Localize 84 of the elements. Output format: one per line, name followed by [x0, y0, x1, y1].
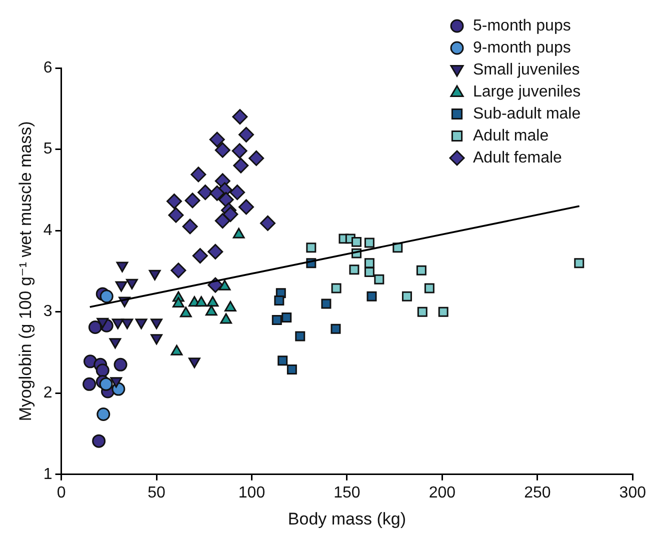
point	[274, 295, 284, 306]
point	[321, 298, 332, 309]
legend-label: Large juveniles	[473, 83, 581, 100]
point	[238, 126, 254, 142]
y-tick-label: 5	[43, 140, 52, 158]
point	[198, 184, 214, 200]
point	[168, 207, 184, 223]
point	[424, 283, 434, 294]
point	[170, 344, 183, 356]
legend-label: 5-month pups	[473, 17, 571, 34]
y-tick-label: 4	[43, 222, 52, 239]
point	[209, 185, 225, 201]
x-tick-label: 0	[56, 484, 66, 502]
y-tick-label: 2	[43, 384, 52, 402]
point	[218, 280, 231, 290]
legend-label: Adult male	[473, 127, 549, 144]
x-tick-label: 200	[428, 484, 456, 502]
point	[192, 248, 208, 264]
point	[166, 194, 182, 210]
point	[364, 238, 374, 248]
point	[402, 291, 412, 302]
point	[170, 262, 186, 278]
y-tick-label: 1	[43, 466, 52, 483]
point	[352, 236, 362, 247]
legend-label: Small juveniles	[473, 61, 580, 78]
point	[260, 215, 276, 231]
point	[184, 192, 200, 208]
point	[100, 290, 114, 304]
point	[220, 313, 232, 324]
point	[182, 218, 198, 234]
point	[214, 213, 230, 229]
point	[195, 296, 208, 307]
point	[92, 434, 106, 448]
point	[438, 306, 448, 317]
point	[209, 132, 225, 148]
point	[306, 242, 316, 253]
point	[230, 184, 246, 200]
point	[233, 158, 249, 174]
point	[208, 244, 224, 260]
point	[286, 364, 297, 375]
point	[96, 408, 110, 422]
legend-label: Sub-adult male	[473, 105, 581, 122]
point	[330, 324, 341, 334]
point	[222, 206, 238, 222]
point	[218, 192, 234, 208]
point	[417, 306, 428, 317]
point	[99, 377, 113, 391]
point	[96, 364, 110, 378]
point	[416, 265, 426, 276]
point	[374, 274, 384, 284]
legend-label: 9-month pups	[473, 39, 571, 56]
point	[180, 306, 192, 318]
point	[205, 305, 218, 316]
x-tick-label: 150	[334, 484, 360, 502]
point	[331, 283, 342, 294]
point	[278, 356, 288, 366]
point	[364, 258, 374, 268]
point	[206, 296, 219, 307]
point	[214, 142, 230, 158]
point	[295, 331, 306, 342]
x-tick-label: 50	[148, 484, 166, 502]
point	[190, 166, 206, 182]
y-axis-title: Myoglobin (g 100 g⁻¹ wet muscle mass)	[16, 121, 35, 422]
point	[272, 314, 282, 325]
point	[232, 143, 248, 159]
point	[574, 258, 584, 268]
point	[248, 150, 264, 166]
point	[114, 358, 128, 372]
point	[232, 109, 248, 125]
legend-label: Adult female	[473, 149, 562, 166]
y-tick-label: 3	[43, 303, 52, 320]
point	[88, 320, 102, 334]
point	[238, 199, 254, 215]
point	[364, 267, 374, 278]
point	[349, 264, 360, 275]
point	[282, 312, 292, 323]
point	[366, 291, 377, 302]
x-tick-label: 250	[524, 484, 551, 502]
point	[224, 301, 236, 312]
x-tick-label: 300	[619, 484, 646, 502]
y-tick-label: 6	[43, 59, 52, 76]
x-tick-label: 100	[238, 484, 266, 502]
point	[82, 377, 96, 391]
x-axis-title: Body mass (kg)	[288, 509, 406, 528]
